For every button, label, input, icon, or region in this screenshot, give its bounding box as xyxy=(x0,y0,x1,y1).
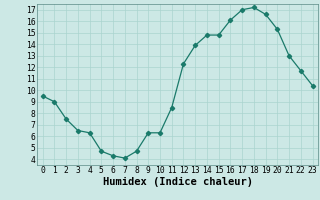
X-axis label: Humidex (Indice chaleur): Humidex (Indice chaleur) xyxy=(103,177,252,187)
